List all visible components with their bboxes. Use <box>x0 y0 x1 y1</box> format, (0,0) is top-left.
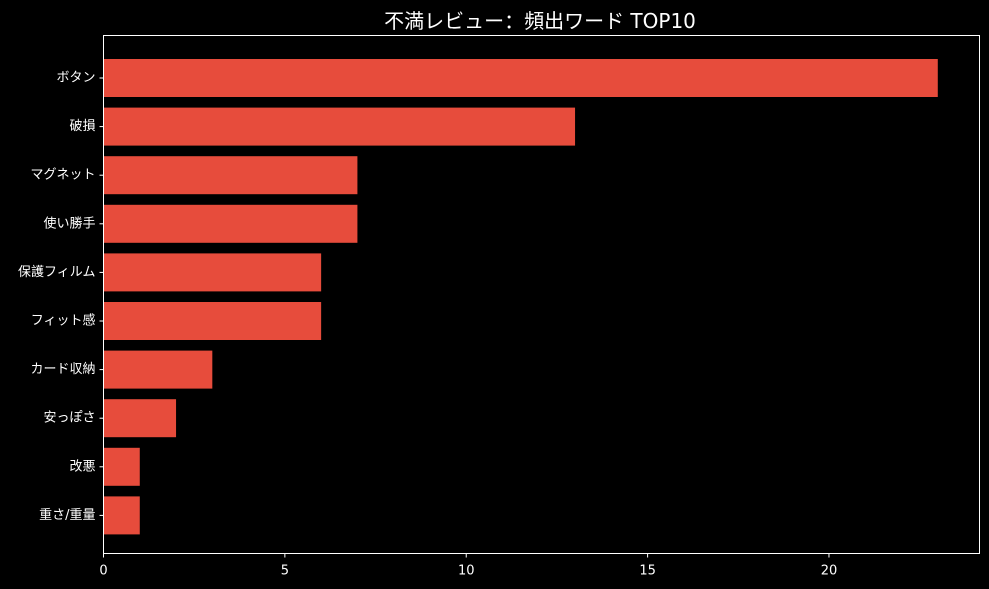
y-tick-label: 重さ/重量 <box>39 507 95 523</box>
bar-7 <box>103 350 213 389</box>
bar-5 <box>103 253 322 292</box>
y-tick-label: マグネット <box>30 168 95 183</box>
y-tick-label: 改悪 <box>69 459 95 474</box>
y-tick-label: 使い勝手 <box>43 215 95 231</box>
x-ticks: 0 5 10 15 20 <box>99 553 838 579</box>
bar-3 <box>103 156 358 195</box>
bar-8 <box>103 399 177 438</box>
x-tick-label: 0 <box>99 564 107 579</box>
x-tick-label: 20 <box>821 564 838 579</box>
y-tick-label: フィット感 <box>31 313 96 329</box>
bars-group <box>103 59 938 535</box>
y-tick-label: 破損 <box>69 119 95 134</box>
y-tick-label: カード収納 <box>30 362 95 377</box>
x-tick-label: 5 <box>281 564 289 579</box>
y-tick-label: 安っぽさ <box>43 411 95 426</box>
bar-10 <box>103 496 140 535</box>
plot-frame <box>103 35 980 554</box>
x-tick-label: 15 <box>639 564 656 579</box>
bar-9 <box>103 447 140 486</box>
y-tick-labels: ボタン破損マグネット使い勝手保護フィルムフィット感カード収納安っぽさ改悪重さ/重… <box>18 71 104 523</box>
chart-title: 不満レビュー：頻出ワード TOP10 <box>384 9 696 33</box>
y-tick-label: ボタン <box>56 71 95 86</box>
x-tick-label: 10 <box>458 564 475 579</box>
bar-4 <box>103 204 358 243</box>
bar-1 <box>103 59 938 97</box>
y-tick-label: 保護フィルム <box>18 264 95 280</box>
bar-2 <box>103 107 576 146</box>
bar-6 <box>103 302 322 340</box>
